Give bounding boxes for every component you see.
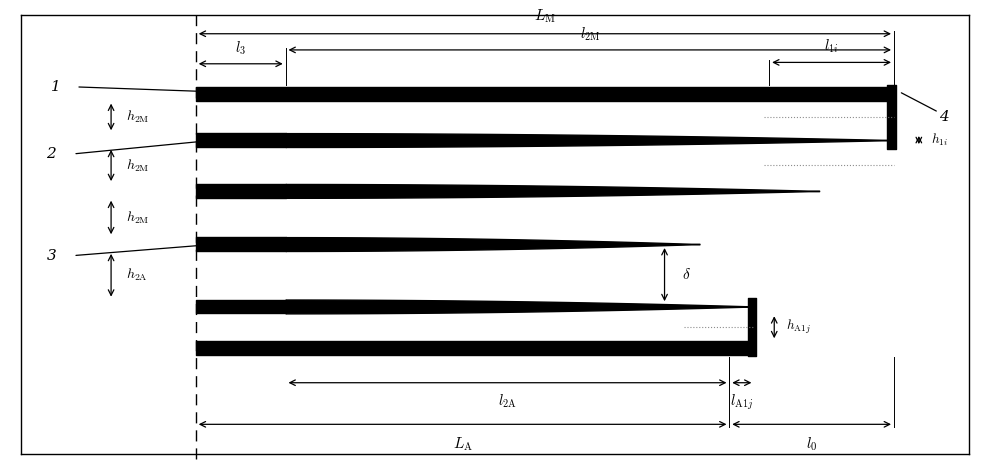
Text: $L_{\mathrm{A}}$: $L_{\mathrm{A}}$ [453, 436, 473, 453]
Text: $l_{2\mathrm{A}}$: $l_{2\mathrm{A}}$ [498, 393, 517, 411]
Text: $h_{2\mathrm{A}}$: $h_{2\mathrm{A}}$ [126, 267, 148, 284]
Text: $l_{1i}$: $l_{1i}$ [824, 38, 839, 55]
Text: $l_0$: $l_0$ [806, 436, 817, 453]
Text: 4: 4 [939, 110, 949, 124]
Text: $h_{\mathrm{A}1j}$: $h_{\mathrm{A}1j}$ [786, 318, 811, 336]
Text: $l_3$: $l_3$ [235, 40, 246, 57]
Text: $l_{2\mathrm{M}}$: $l_{2\mathrm{M}}$ [580, 25, 600, 42]
Text: 3: 3 [46, 249, 56, 263]
Text: $l_{\mathrm{A}1j}$: $l_{\mathrm{A}1j}$ [730, 393, 753, 412]
Text: $h_{2\mathrm{M}}$: $h_{2\mathrm{M}}$ [126, 209, 150, 226]
Text: $\delta$: $\delta$ [682, 267, 691, 282]
Text: $h_{2\mathrm{M}}$: $h_{2\mathrm{M}}$ [126, 157, 150, 173]
Text: $h_{1i}$: $h_{1i}$ [931, 132, 948, 148]
Text: 2: 2 [46, 147, 56, 161]
Text: $L_{\mathrm{M}}$: $L_{\mathrm{M}}$ [534, 8, 556, 26]
Text: 1: 1 [51, 80, 61, 94]
Text: $h_{2\mathrm{M}}$: $h_{2\mathrm{M}}$ [126, 109, 150, 125]
